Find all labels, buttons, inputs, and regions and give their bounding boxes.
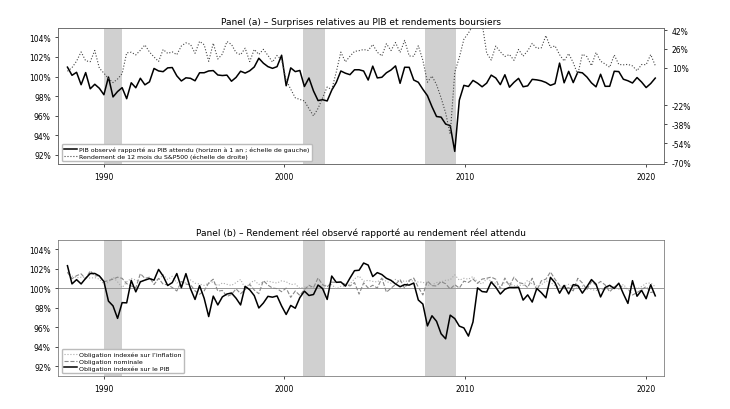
Legend: PIB observé rapporté au PIB attendu (horizon à 1 an ; échelle de gauche), Rendem: PIB observé rapporté au PIB attendu (hor… [61, 145, 312, 162]
Bar [302, 240, 325, 376]
Bar [104, 29, 122, 165]
Legend: Obligation indexée sur l’inflation, Obligation nominale, Obligation indexée sur : Obligation indexée sur l’inflation, Obli… [61, 349, 184, 373]
Bar [104, 240, 122, 376]
Bar [425, 240, 456, 376]
Bar [425, 29, 456, 165]
Title: Panel (a) – Surprises relatives au PIB et rendements boursiers: Panel (a) – Surprises relatives au PIB e… [221, 18, 502, 27]
Bar [302, 29, 325, 165]
Title: Panel (b) – Rendement réel observé rapporté au rendement réel attendu: Panel (b) – Rendement réel observé rappo… [196, 228, 526, 238]
